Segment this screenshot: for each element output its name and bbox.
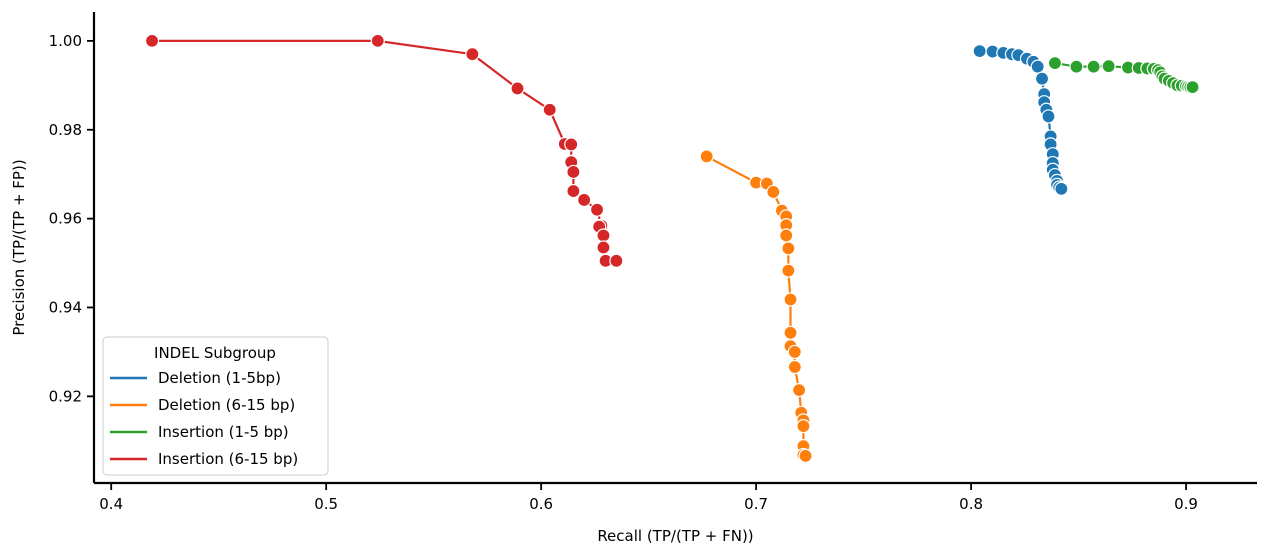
data-point — [564, 137, 579, 152]
x-tick-label: 0.7 — [744, 495, 768, 513]
data-point — [1054, 181, 1069, 196]
y-tick-label: 0.92 — [49, 387, 82, 405]
series-3 — [1047, 55, 1200, 95]
data-point — [542, 102, 557, 117]
data-point — [779, 228, 794, 243]
data-point — [1034, 71, 1050, 86]
data-point — [577, 192, 592, 208]
legend-items: Deletion (1-5bp) Deletion (6-15 bp) Insert… — [110, 369, 298, 468]
data-point — [781, 263, 796, 278]
data-point — [566, 183, 581, 199]
data-point — [798, 448, 813, 463]
data-point — [596, 228, 611, 243]
data-point — [796, 419, 811, 434]
data-point — [792, 383, 807, 398]
series-2 — [699, 149, 813, 463]
legend-box — [102, 336, 329, 476]
legend-label: Insertion (1-5 bp) — [158, 423, 289, 441]
data-point — [566, 164, 581, 180]
legend-label: Deletion (1-5bp) — [158, 369, 281, 387]
data-point — [783, 325, 798, 340]
data-point — [1047, 55, 1063, 71]
data-point — [1041, 109, 1056, 124]
series-4 — [144, 33, 624, 268]
data-point — [510, 81, 525, 96]
series-line — [152, 39, 617, 262]
data-point — [589, 202, 605, 217]
y-tick-label: 0.94 — [49, 298, 82, 316]
data-point — [1069, 59, 1084, 74]
y-axis-label: Precision (TP/(TP + FP)) — [10, 159, 28, 335]
legend-label: Insertion (6-15 bp) — [158, 450, 298, 468]
axes: 0.4 0.5 0.6 0.7 0.8 0.9 0.920.940.960.981.00 … — [10, 12, 1257, 545]
x-tick-label: 0.5 — [314, 495, 338, 513]
data-point — [787, 359, 802, 375]
data-point — [699, 149, 714, 164]
y-tick-label: 0.98 — [49, 121, 82, 139]
series-layer — [144, 33, 1200, 463]
x-tick-label: 0.6 — [529, 495, 553, 513]
x-tick-label: 0.4 — [99, 495, 123, 513]
data-point — [781, 241, 796, 256]
data-point — [465, 47, 480, 62]
data-point — [766, 184, 781, 200]
data-point — [144, 33, 160, 48]
x-axis-label: Recall (TP/(TP + FN)) — [597, 527, 753, 545]
legend-label: Deletion (6-15 bp) — [158, 396, 295, 414]
series-1 — [972, 43, 1069, 196]
x-axis-ticks: 0.4 0.5 0.6 0.7 0.8 0.9 — [99, 483, 1198, 513]
data-point — [1101, 59, 1116, 74]
data-point — [609, 253, 624, 268]
data-point — [972, 43, 987, 59]
x-tick-label: 0.9 — [1174, 495, 1198, 513]
legend: INDEL Subgroup Deletion (1-5bp)Deletion … — [102, 336, 329, 476]
x-tick-label: 0.8 — [959, 495, 983, 513]
data-point — [1030, 59, 1045, 74]
y-tick-label: 1.00 — [49, 32, 82, 50]
data-point — [783, 292, 798, 307]
data-point — [596, 240, 611, 255]
legend-title: INDEL Subgroup — [154, 344, 276, 362]
data-point — [370, 33, 385, 48]
data-point — [1086, 59, 1101, 74]
y-tick-label: 0.96 — [49, 210, 82, 228]
data-point — [1185, 79, 1200, 95]
data-point — [787, 344, 802, 360]
y-axis-ticks: 0.92 0.94 0.96 0.98 1.00 — [49, 32, 94, 405]
